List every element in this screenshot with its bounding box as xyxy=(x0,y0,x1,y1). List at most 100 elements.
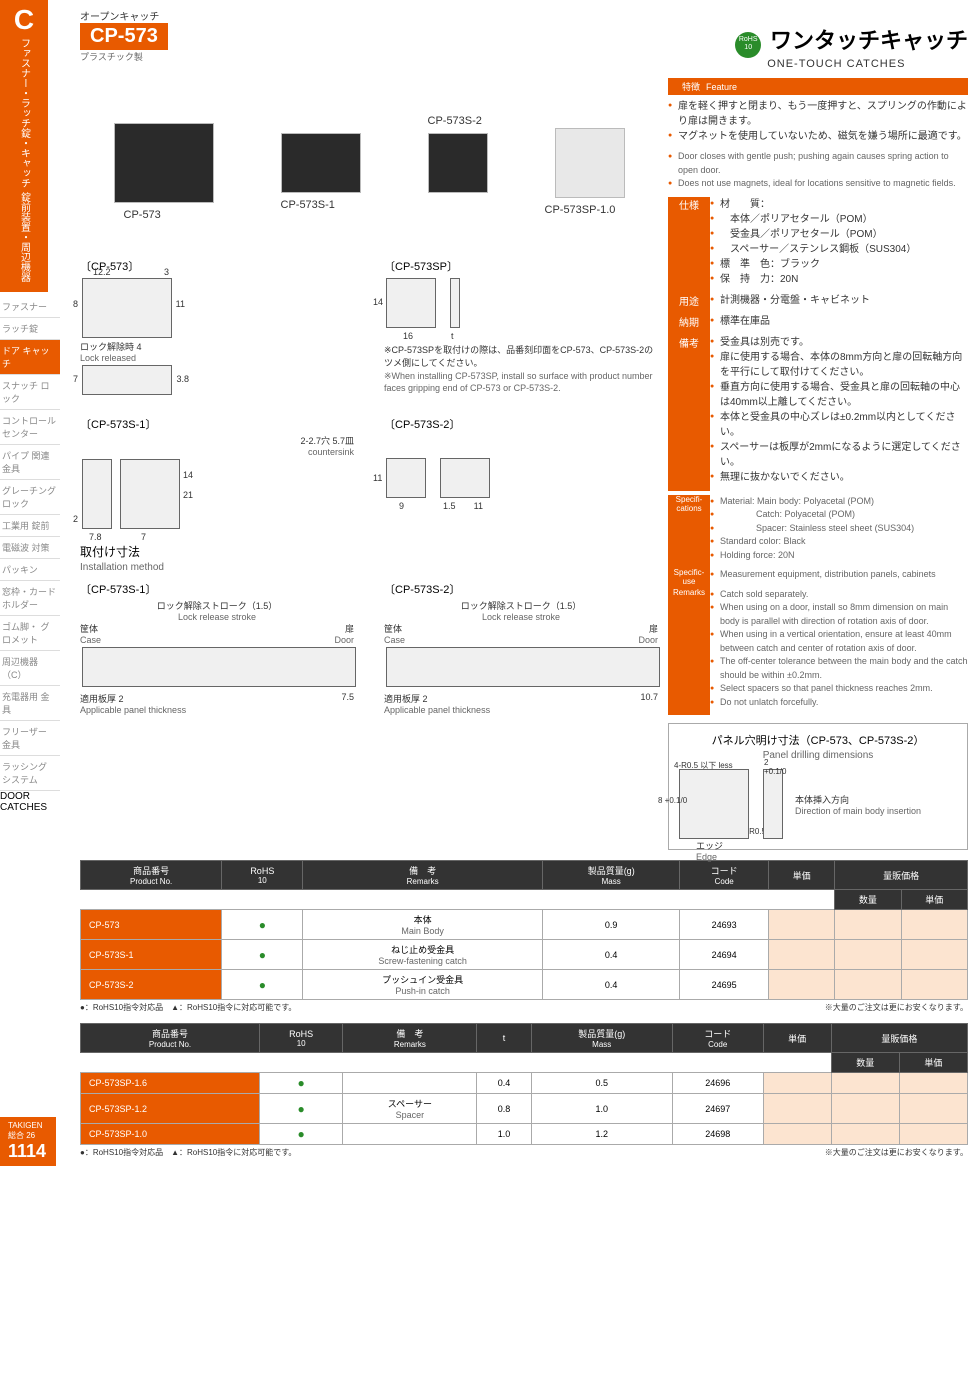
sidenav-item[interactable]: 周辺機器 （C） xyxy=(0,651,60,686)
product-no: CP-573 xyxy=(80,23,168,50)
diagram-cp573: 〔CP-573〕 12.23811 ロック解除時 4 Lock released… xyxy=(80,258,354,400)
section-tab: C ファスナー・ラッチ錠・キャッチ 錠前装置・周辺機器 xyxy=(0,0,48,292)
sidenav-item[interactable]: コントロール センター xyxy=(0,410,60,445)
sidenav-item[interactable]: スナッチ ロック xyxy=(0,375,60,410)
diag3-hole-en: countersink xyxy=(80,447,354,457)
sidenav-item[interactable]: ドア キャッチ xyxy=(0,340,60,375)
page: C ファスナー・ラッチ錠・キャッチ 錠前装置・周辺機器 ファスナーラッチ錠ドア … xyxy=(0,0,980,1166)
install-g1: 〔CP-573S-1〕 ロック解除ストローク（1.5） Lock release… xyxy=(80,581,354,715)
diag4-title: 〔CP-573S-2〕 xyxy=(384,416,658,432)
diag2-front: 1416 xyxy=(386,278,436,328)
sidenav-item[interactable]: ゴム脚・ グロメット xyxy=(0,616,60,651)
diagram-cp573sp: 〔CP-573SP〕 1416 t ※CP-573SPを取付けの際は、品番刻印面… xyxy=(384,258,658,400)
diag2-title: 〔CP-573SP〕 xyxy=(384,258,658,274)
photo-area: CP-573 CP-573S-1 CP-573S-2 CP-573SP-1.0 xyxy=(80,78,658,248)
section-letter: C xyxy=(0,6,48,34)
feature-jp-list: 扉を軽く押すと閉まり、もう一度押すと、スプリングの作動により扉は開きます。マグネ… xyxy=(668,99,968,150)
install-row: 〔CP-573S-1〕 ロック解除ストローク（1.5） Lock release… xyxy=(80,581,658,715)
product-table-1: 商品番号Product No.RoHS10備 考Remarks製品質量(g)Ma… xyxy=(80,860,968,1000)
stroke1-jp: ロック解除ストローク（1.5） xyxy=(80,599,354,612)
install-g2-title: 〔CP-573S-2〕 xyxy=(384,581,658,597)
sidenav-item[interactable]: パイプ 関連金具 xyxy=(0,445,60,480)
diagram-row-2: 〔CP-573S-1〕 2-2.7穴 5.7皿 countersink 7.82… xyxy=(80,416,658,531)
t2-note2: ※大量のご注文は更にお安くなります。 xyxy=(825,1147,968,1158)
diag3-side: 14217 xyxy=(120,459,180,529)
title-jp: ワンタッチキャッチ xyxy=(770,28,968,53)
page-number: TAKIGEN 総合 26 1114 xyxy=(0,1117,56,1166)
right-column: 特徴Feature 扉を軽く押すと閉まり、もう一度押すと、スプリングの作動により… xyxy=(668,78,968,850)
install-g2: 〔CP-573S-2〕 ロック解除ストローク（1.5） Lock release… xyxy=(384,581,658,715)
header: CP-573 プラスチック製 RoHS 10 ワンタッチキャッチ ONE-TOU… xyxy=(80,23,968,70)
photo-cp573s1 xyxy=(281,133,361,193)
panel-front: 4-R0.5 以下 less 8 +0.1/0 エッジ Edge R0.5 xyxy=(679,769,749,839)
diag4-side: 1.511 xyxy=(440,458,490,498)
rohs-icon: RoHS 10 xyxy=(735,32,761,58)
left-column: CP-573 CP-573S-1 CP-573S-2 CP-573SP-1.0 xyxy=(80,78,658,850)
content: CP-573 CP-573S-1 CP-573S-2 CP-573SP-1.0 xyxy=(80,78,968,850)
diag3-hole: 2-2.7穴 5.7皿 xyxy=(80,434,354,447)
install-title-en: Installation method xyxy=(80,562,658,573)
lock-released-jp: ロック解除時 4 xyxy=(80,340,354,353)
install-g1-title: 〔CP-573S-1〕 xyxy=(80,581,354,597)
subtype: プラスチック製 xyxy=(80,50,168,63)
diag1-side: 73.8 xyxy=(82,365,172,395)
door-catches-label: DOOR CATCHES xyxy=(0,791,60,813)
sidenav-item[interactable]: 電磁波 対策 xyxy=(0,537,60,559)
sidenav-item[interactable]: フリーザー 金具 xyxy=(0,721,60,756)
diag3-front: 7.82 xyxy=(82,459,112,529)
sidenav-item[interactable]: ラッシング システム xyxy=(0,756,60,791)
photo-cp573 xyxy=(114,123,214,203)
stroke2-jp: ロック解除ストローク（1.5） xyxy=(384,599,658,612)
photo-2-wrap: CP-573S-1 xyxy=(281,133,361,193)
photo-label-1: CP-573 xyxy=(124,209,161,221)
panel-drilling: パネル穴明け寸法（CP-573、CP-573S-2） Panel drillin… xyxy=(668,723,968,850)
diag1-title: 〔CP-573〕 xyxy=(80,258,354,274)
photo-3-wrap: CP-573S-2 xyxy=(428,133,488,193)
install-title-jp: 取付け寸法 xyxy=(80,543,658,560)
header-right: RoHS 10 ワンタッチキャッチ ONE-TOUCH CATCHES xyxy=(735,23,968,70)
category: オープンキャッチ xyxy=(80,8,968,23)
feature-en-list: Door closes with gentle push; pushing ag… xyxy=(668,150,968,197)
t1-note1: ●：RoHS10指令対応品 ▲：RoHS10指令に対応可能です。 xyxy=(80,1002,296,1013)
install2-diagram xyxy=(386,647,660,687)
spec-jp-table: 仕様材 質： 本体／ポリアセタール（POM） 受金具／ポリアセタール（POM） … xyxy=(668,197,968,491)
sidenav-item[interactable]: グレーチング ロック xyxy=(0,480,60,515)
diag2-note-jp: ※CP-573SPを取付けの際は、品番刻印面をCP-573、CP-573S-2の… xyxy=(384,344,658,369)
photo-1-wrap: CP-573 xyxy=(114,123,214,203)
sidenav-item[interactable]: 充電器用 金具 xyxy=(0,686,60,721)
diag1-top: 12.23811 xyxy=(82,278,172,338)
diagram-cp573s1: 〔CP-573S-1〕 2-2.7穴 5.7皿 countersink 7.82… xyxy=(80,416,354,531)
diag2-note-en: ※When installing CP-573SP, install so su… xyxy=(384,370,658,395)
panel-insert-dir: 本体挿入方向 Direction of main body insertion xyxy=(795,793,921,816)
diag3-title: 〔CP-573S-1〕 xyxy=(80,416,354,432)
diag2-side: t xyxy=(450,278,460,328)
spec-en-table: Specifi- cationsMaterial: Main body: Pol… xyxy=(668,495,968,716)
diagram-row-1: 〔CP-573〕 12.23811 ロック解除時 4 Lock released… xyxy=(80,258,658,400)
diag4-front: 119 xyxy=(386,458,426,498)
sidenav-item[interactable]: パッキン xyxy=(0,559,60,581)
feature-bar: 特徴Feature xyxy=(668,78,968,95)
side-nav: ファスナーラッチ錠ドア キャッチスナッチ ロックコントロール センターパイプ 関… xyxy=(0,296,60,791)
install1-diagram xyxy=(82,647,356,687)
sidenav-item[interactable]: 窓枠・カード ホルダー xyxy=(0,581,60,616)
photo-label-4: CP-573SP-1.0 xyxy=(545,204,616,216)
photo-4-wrap: CP-573SP-1.0 xyxy=(555,128,625,198)
photo-cp573sp xyxy=(555,128,625,198)
main: オープンキャッチ CP-573 プラスチック製 RoHS 10 ワンタッチキャッ… xyxy=(60,0,980,1166)
stroke2-en: Lock release stroke xyxy=(384,612,658,622)
panel-side: 2 +0.1/0 xyxy=(763,769,783,839)
product-table-2: 商品番号Product No.RoHS10備 考Remarkst製品質量(g)M… xyxy=(80,1023,968,1145)
photo-label-3: CP-573S-2 xyxy=(428,115,482,127)
panel-title: パネル穴明け寸法（CP-573、CP-573S-2） xyxy=(677,732,959,748)
t1-note2: ※大量のご注文は更にお安くなります。 xyxy=(825,1002,968,1013)
t2-note1: ●：RoHS10指令対応品 ▲：RoHS10指令に対応可能です。 xyxy=(80,1147,296,1158)
sidenav-item[interactable]: ファスナー xyxy=(0,296,60,318)
photo-label-2: CP-573S-1 xyxy=(281,199,335,211)
diagram-cp573s2: 〔CP-573S-2〕 119 1.511 xyxy=(384,416,658,531)
section-jp2: ファスナー・ラッチ錠・キャッチ xyxy=(17,38,32,188)
lock-released-en: Lock released xyxy=(80,353,354,363)
section-jp1: 錠前装置・周辺機器 xyxy=(17,192,32,282)
sidenav-item[interactable]: 工業用 錠前 xyxy=(0,515,60,537)
stroke1-en: Lock release stroke xyxy=(80,612,354,622)
sidenav-item[interactable]: ラッチ錠 xyxy=(0,318,60,340)
